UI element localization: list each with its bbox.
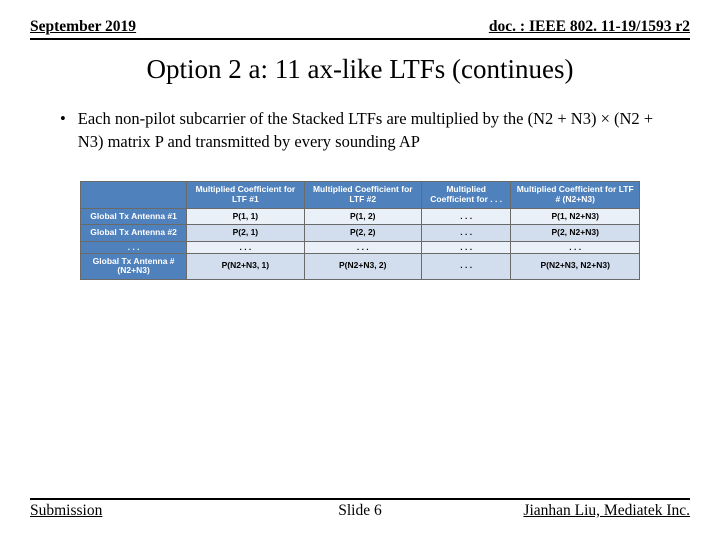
table-header-row: Multiplied Coefficient for LTF #1 Multip… bbox=[81, 182, 640, 209]
cell: P(1, 2) bbox=[304, 208, 421, 225]
th-ltfetc: Multiplied Coefficient for . . . bbox=[421, 182, 510, 209]
row-label: Global Tx Antenna #2 bbox=[81, 225, 187, 242]
slide: September 2019 doc. : IEEE 802. 11-19/15… bbox=[0, 0, 720, 540]
th-ltf1: Multiplied Coefficient for LTF #1 bbox=[187, 182, 304, 209]
header-docid: doc. : IEEE 802. 11-19/1593 r2 bbox=[489, 18, 690, 36]
cell: P(N2+N3, N2+N3) bbox=[511, 253, 640, 280]
footer-bar: Submission Slide 6 Jianhan Liu, Mediatek… bbox=[30, 498, 690, 520]
cell: . . . bbox=[421, 225, 510, 242]
row-label: Global Tx Antenna #1 bbox=[81, 208, 187, 225]
th-ltfn: Multiplied Coefficient for LTF # (N2+N3) bbox=[511, 182, 640, 209]
body-bullet: • Each non-pilot subcarrier of the Stack… bbox=[60, 107, 670, 153]
table-row: Global Tx Antenna #2 P(2, 1) P(2, 2) . .… bbox=[81, 225, 640, 242]
table-row: Global Tx Antenna #1 P(1, 1) P(1, 2) . .… bbox=[81, 208, 640, 225]
cell: P(1, 1) bbox=[187, 208, 304, 225]
cell: . . . bbox=[421, 242, 510, 253]
row-label: Global Tx Antenna #(N2+N3) bbox=[81, 253, 187, 280]
cell: . . . bbox=[187, 242, 304, 253]
cell: P(2, 1) bbox=[187, 225, 304, 242]
header-bar: September 2019 doc. : IEEE 802. 11-19/15… bbox=[30, 18, 690, 40]
th-corner bbox=[81, 182, 187, 209]
matrix-table-wrap: Multiplied Coefficient for LTF #1 Multip… bbox=[80, 181, 640, 280]
th-ltf2: Multiplied Coefficient for LTF #2 bbox=[304, 182, 421, 209]
footer-center: Slide 6 bbox=[30, 502, 690, 520]
cell: P(N2+N3, 1) bbox=[187, 253, 304, 280]
matrix-table: Multiplied Coefficient for LTF #1 Multip… bbox=[80, 181, 640, 280]
cell: . . . bbox=[511, 242, 640, 253]
cell: . . . bbox=[421, 253, 510, 280]
table-row: Global Tx Antenna #(N2+N3) P(N2+N3, 1) P… bbox=[81, 253, 640, 280]
bullet-icon: • bbox=[60, 107, 66, 153]
slide-title: Option 2 a: 11 ax-like LTFs (continues) bbox=[30, 54, 690, 85]
row-label: . . . bbox=[81, 242, 187, 253]
cell: P(2, N2+N3) bbox=[511, 225, 640, 242]
cell: P(N2+N3, 2) bbox=[304, 253, 421, 280]
cell: . . . bbox=[304, 242, 421, 253]
cell: P(2, 2) bbox=[304, 225, 421, 242]
table-row: . . . . . . . . . . . . . . . bbox=[81, 242, 640, 253]
cell: . . . bbox=[421, 208, 510, 225]
bullet-text: Each non-pilot subcarrier of the Stacked… bbox=[78, 107, 670, 153]
header-date: September 2019 bbox=[30, 18, 136, 36]
cell: P(1, N2+N3) bbox=[511, 208, 640, 225]
